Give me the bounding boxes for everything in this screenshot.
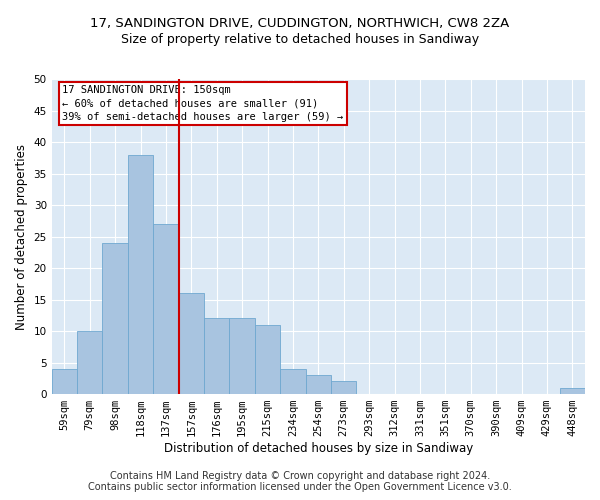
Bar	[153, 224, 179, 394]
Bar	[204, 318, 229, 394]
Bar	[179, 294, 204, 394]
X-axis label: Distribution of detached houses by size in Sandiway: Distribution of detached houses by size …	[164, 442, 473, 455]
Bar	[255, 325, 280, 394]
Bar	[305, 375, 331, 394]
Bar	[52, 369, 77, 394]
Bar	[331, 382, 356, 394]
Y-axis label: Number of detached properties: Number of detached properties	[15, 144, 28, 330]
Text: Contains HM Land Registry data © Crown copyright and database right 2024.
Contai: Contains HM Land Registry data © Crown c…	[88, 471, 512, 492]
Text: 17, SANDINGTON DRIVE, CUDDINGTON, NORTHWICH, CW8 2ZA: 17, SANDINGTON DRIVE, CUDDINGTON, NORTHW…	[91, 18, 509, 30]
Text: Size of property relative to detached houses in Sandiway: Size of property relative to detached ho…	[121, 32, 479, 46]
Bar	[103, 243, 128, 394]
Bar	[229, 318, 255, 394]
Bar	[280, 369, 305, 394]
Text: 17 SANDINGTON DRIVE: 150sqm
← 60% of detached houses are smaller (91)
39% of sem: 17 SANDINGTON DRIVE: 150sqm ← 60% of det…	[62, 86, 344, 122]
Bar	[560, 388, 585, 394]
Bar	[128, 154, 153, 394]
Bar	[77, 331, 103, 394]
